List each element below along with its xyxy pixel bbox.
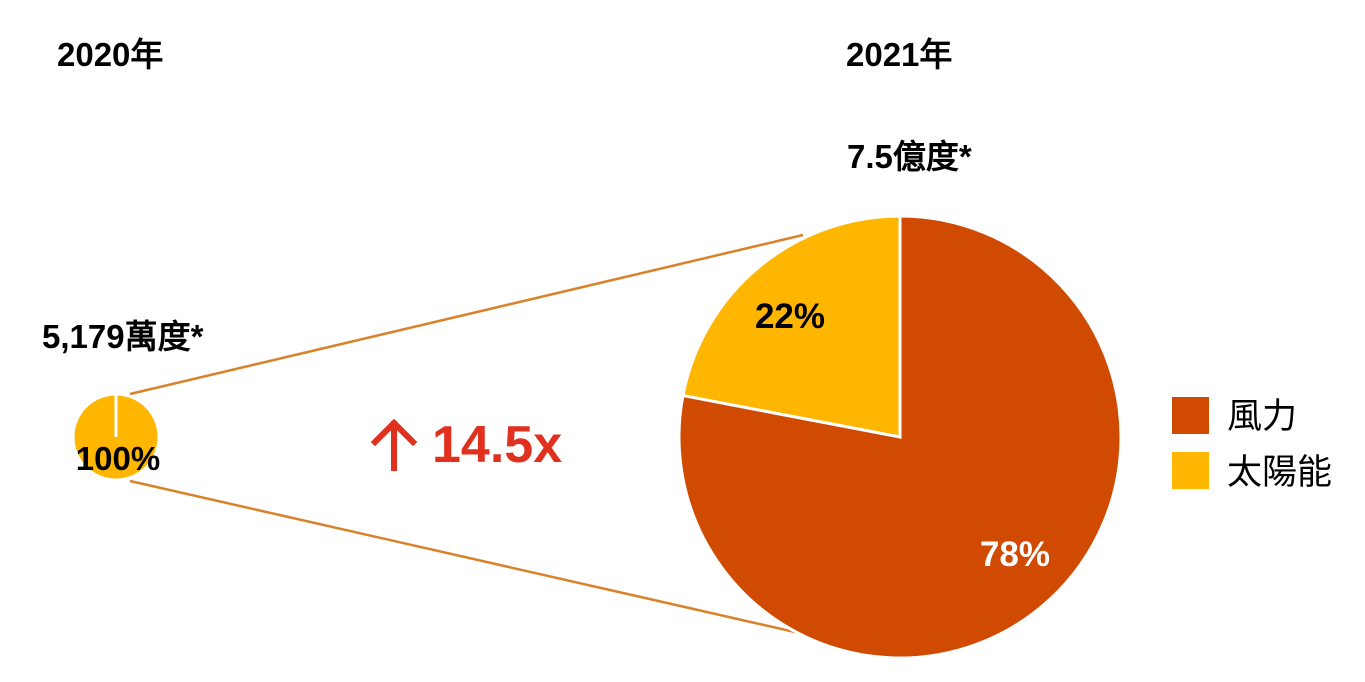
pie-2021-slice-0 xyxy=(681,214,902,439)
total-label-2020: 5,179萬度* xyxy=(42,318,204,355)
pie-2020 xyxy=(71,392,161,482)
up-arrow-icon xyxy=(370,418,418,471)
pie-2021 xyxy=(677,214,1123,660)
slice-label-2021-solar: 22% xyxy=(755,297,825,336)
title-2020: 2020年 xyxy=(57,36,163,73)
title-2021: 2021年 xyxy=(846,36,952,73)
connector-line-bottom xyxy=(129,479,831,642)
legend-label-solar: 太陽能 xyxy=(1227,453,1332,493)
connector-line-top xyxy=(129,233,804,396)
slice-label-2021-wind: 78% xyxy=(980,535,1050,574)
legend-swatch-solar xyxy=(1172,452,1209,489)
legend-swatch-wind xyxy=(1172,397,1209,434)
growth-indicator: 14.5x xyxy=(370,416,562,474)
total-label-2021: 7.5億度* xyxy=(847,138,972,175)
growth-label: 14.5x xyxy=(432,416,562,474)
pie-2021-slice-1 xyxy=(677,214,1123,660)
slice-label-2020-solar: 100% xyxy=(76,440,160,477)
legend-label-wind: 風力 xyxy=(1227,397,1297,437)
legend: 風力 太陽能 xyxy=(1172,397,1332,493)
